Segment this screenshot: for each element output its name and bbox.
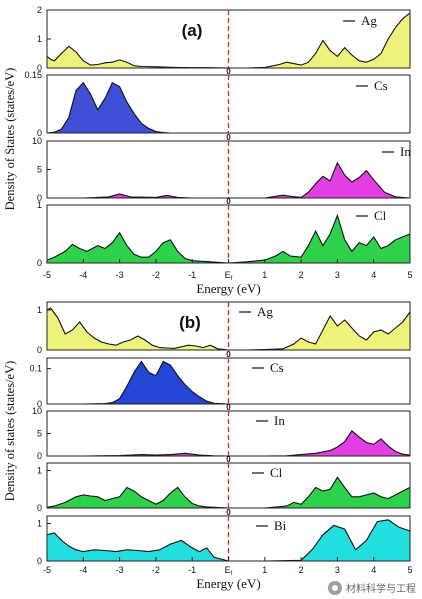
y-tick-label: 0 <box>37 399 42 409</box>
fermi-zero-label: 0 <box>226 508 231 517</box>
x-tick-label: -4 <box>79 565 87 575</box>
legend-label-cs: Cs <box>374 78 388 93</box>
x-tick-label: -1 <box>188 270 196 280</box>
dos-line-cl <box>46 476 411 509</box>
y-tick-label: 0.1 <box>29 364 42 374</box>
fermi-zero-label: 0 <box>226 350 231 359</box>
dos-area-ag <box>47 308 410 350</box>
y-tick-label: 0 <box>37 556 42 566</box>
dos-area-ag <box>47 12 410 68</box>
y-tick-label: 1 <box>37 34 42 44</box>
x-tick-label: 3 <box>335 270 340 280</box>
legend-label-ag: Ag <box>361 13 377 28</box>
x-tick-label: -5 <box>43 270 51 280</box>
dos-line-ag <box>46 307 411 351</box>
x-tick-label: 5 <box>407 565 412 575</box>
dos-area-in <box>47 162 410 198</box>
x-tick-label: 2 <box>299 270 304 280</box>
figure-label: (a) <box>182 21 203 40</box>
y-tick-label: 0 <box>37 345 42 355</box>
y-tick-label: 0 <box>37 193 42 203</box>
x-axis-label: Energy (eV) <box>196 281 260 296</box>
y-axis-label: Density of states (states/eV) <box>3 361 17 502</box>
watermark: 材料科学与工程 <box>328 580 416 595</box>
y-tick-label: 0 <box>37 503 42 513</box>
fermi-zero-label: 0 <box>226 67 231 76</box>
y-tick-label: 5 <box>37 429 42 439</box>
x-axis-label: Energy (eV) <box>196 576 260 591</box>
legend-label-cl: Cl <box>374 208 387 223</box>
y-tick-label: 1 <box>37 200 42 210</box>
watermark-text: 材料科学与工程 <box>346 584 416 595</box>
x-tick-label: 2 <box>299 565 304 575</box>
y-tick-label: 1 <box>37 519 42 529</box>
fermi-zero-label: 0 <box>226 197 231 206</box>
y-tick-label: 0 <box>37 128 42 138</box>
dos-line-in <box>47 429 411 457</box>
x-tick-label: -2 <box>152 565 160 575</box>
wechat-icon <box>328 580 342 595</box>
x-tick-label: 4 <box>371 270 376 280</box>
x-tick-label: 3 <box>335 565 340 575</box>
y-tick-label: 0 <box>37 63 42 73</box>
x-tick-label-ef: Ef <box>225 565 233 577</box>
x-tick-label: -4 <box>79 270 87 280</box>
figure-label: (b) <box>179 313 201 332</box>
x-tick-label: 4 <box>371 565 376 575</box>
dos-area-in <box>47 430 410 456</box>
dos-line-bi <box>46 519 411 562</box>
dos-area-cs <box>47 361 410 404</box>
legend-label-cl: Cl <box>270 465 283 480</box>
y-tick-label: 1 <box>37 305 42 315</box>
y-tick-label: 0.15 <box>24 70 42 80</box>
x-tick-label: 1 <box>262 565 267 575</box>
y-tick-label: 2 <box>37 5 42 15</box>
dos-area-cl <box>47 215 410 263</box>
dos-line-in <box>47 161 411 199</box>
x-tick-label: 1 <box>262 270 267 280</box>
y-tick-label: 1 <box>37 466 42 476</box>
legend-label-in: In <box>400 144 411 159</box>
fermi-zero-label: 0 <box>226 403 231 412</box>
y-tick-label: 0 <box>37 258 42 268</box>
x-tick-label: 5 <box>407 270 412 280</box>
y-tick-label: 0 <box>37 451 42 461</box>
legend-label-cs: Cs <box>270 360 284 375</box>
x-tick-label: -1 <box>188 565 196 575</box>
x-tick-label: -3 <box>116 565 124 575</box>
x-tick-label-ef: Ef <box>225 270 233 282</box>
x-tick-label: -5 <box>43 565 51 575</box>
panel-frame-cs <box>46 357 411 405</box>
dos-area-cs <box>47 82 410 133</box>
fermi-zero-label: 0 <box>226 455 231 464</box>
legend-label-bi: Bi <box>274 518 287 533</box>
x-tick-label: -2 <box>152 270 160 280</box>
y-axis-label: Density of States (states/eV) <box>3 68 17 211</box>
x-tick-label: -3 <box>116 270 124 280</box>
fermi-zero-label: 0 <box>226 133 231 142</box>
y-tick-label: 10 <box>32 406 42 416</box>
dos-area-cl <box>47 477 410 508</box>
legend-label-ag: Ag <box>257 304 273 319</box>
legend-label-in: In <box>274 413 285 428</box>
y-tick-label: 5 <box>37 165 42 175</box>
y-tick-label: 10 <box>32 136 42 146</box>
